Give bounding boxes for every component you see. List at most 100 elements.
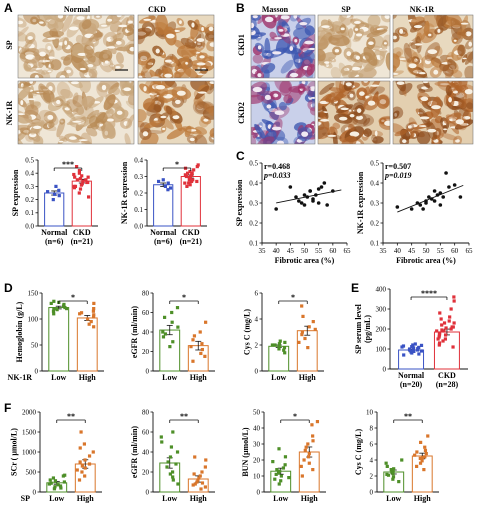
data-point [166, 460, 170, 464]
data-point [73, 175, 77, 179]
y-tick-label: 0.1 [249, 239, 258, 247]
data-point [410, 349, 414, 353]
x-tick-label: 40 [273, 247, 281, 255]
tubule-stain [84, 44, 96, 63]
tubule-lumen [384, 120, 390, 126]
chart-egfr-d: 0 20 40 60 80 eGFR (ml/min) Low High * [130, 289, 215, 382]
tubule-stain [338, 62, 351, 78]
sp-image-ckd1 [317, 14, 391, 79]
tubule-lumen [343, 67, 350, 72]
y-tick-label: 0.4 [25, 170, 34, 178]
row-label-sp: SP [5, 40, 14, 49]
chart-hemoglobin: 0 50 100 150 Hemoglobin (g/L) Low High * NK-1R [8, 289, 104, 382]
tubule-stain [140, 59, 153, 76]
data-point [423, 455, 427, 459]
data-point [185, 184, 189, 188]
y-tick-label: 0.2 [249, 219, 258, 227]
y-tick-label: 0.5 [25, 156, 34, 164]
tubule-lumen [162, 127, 166, 130]
tile-content [393, 15, 473, 78]
data-point [160, 440, 164, 444]
data-point [161, 178, 165, 182]
tubule-stain [363, 117, 371, 126]
tubule-stain [146, 99, 165, 117]
p-value: p=0.019 [384, 171, 412, 180]
data-point [168, 472, 172, 476]
y-tick-label: 6 [370, 440, 374, 448]
tubule-lumen [413, 25, 423, 29]
bar [153, 184, 174, 227]
tile-border [317, 80, 391, 145]
tubule-lumen [29, 81, 34, 84]
tubule-lumen [272, 93, 279, 98]
chart-f-1: 0 500 1000 1500 2000 SCr ( μmol/L) Low High ** SP [10, 408, 102, 503]
data-point [197, 476, 201, 480]
data-point [274, 207, 278, 211]
tubule-lumen [129, 46, 134, 52]
data-point [417, 352, 421, 356]
data-point [435, 329, 439, 333]
tubule-stain [115, 52, 124, 64]
tubule-stain [318, 107, 325, 116]
data-point [300, 304, 304, 308]
data-point [301, 314, 305, 318]
data-point [170, 470, 175, 474]
tile-border [17, 14, 135, 79]
data-point [58, 484, 63, 488]
tubule-lumen [56, 99, 61, 105]
tubule-lumen [252, 15, 258, 19]
data-point [308, 189, 312, 193]
tubule-stain [458, 99, 467, 109]
tubule-lumen [26, 98, 36, 101]
data-point [452, 183, 457, 187]
data-point [449, 327, 453, 331]
tubule-lumen [148, 92, 158, 96]
tubule-stain [164, 81, 177, 88]
tubule-lumen [39, 21, 44, 24]
tubule-lumen [349, 93, 354, 98]
data-point [311, 439, 315, 443]
tubule-lumen [280, 15, 290, 20]
panel-letter-d: D [4, 281, 13, 295]
data-point [458, 195, 463, 199]
data-point [200, 347, 204, 352]
y-tick-label: 30 [253, 440, 261, 448]
data-point [200, 470, 204, 474]
data-point [193, 482, 197, 486]
tubule-lumen [143, 86, 147, 92]
tubule-stain [372, 136, 384, 144]
tubule-lumen [70, 81, 79, 85]
y-tick-label: 2000 [22, 408, 37, 416]
tubule-lumen [251, 22, 255, 29]
y-tick-label: 0.1 [25, 209, 34, 217]
tubule-lumen [299, 88, 303, 91]
data-point [83, 474, 87, 478]
tubule-lumen [175, 99, 181, 105]
data-point [422, 468, 426, 472]
r-value: r=0.507 [385, 162, 411, 171]
chart-f-3: 0 10 20 30 40 50 BUN (μmol/L) Low High * [241, 408, 326, 503]
tubule-stain [251, 94, 265, 105]
data-point [83, 458, 87, 462]
data-point [391, 475, 396, 479]
tubule-lumen [155, 48, 160, 54]
y-tick-label: 500 [26, 468, 37, 476]
tubule-stain [18, 86, 31, 101]
data-point [191, 359, 195, 363]
data-point [203, 465, 207, 469]
tubule-lumen [367, 100, 376, 106]
category-label: Normal [150, 228, 177, 237]
tubule-stain [348, 124, 355, 132]
data-point [183, 181, 187, 185]
data-point [188, 183, 192, 187]
tubule-lumen [307, 47, 315, 50]
data-point [444, 333, 448, 337]
tubule-lumen [334, 48, 340, 53]
data-point [188, 169, 192, 174]
y-axis-label: SP expression [11, 169, 20, 216]
tubule-lumen [274, 110, 285, 116]
data-point [52, 312, 56, 316]
category-label: CKD [73, 228, 91, 237]
tile-content [251, 15, 315, 78]
tubule-stain [318, 32, 333, 51]
